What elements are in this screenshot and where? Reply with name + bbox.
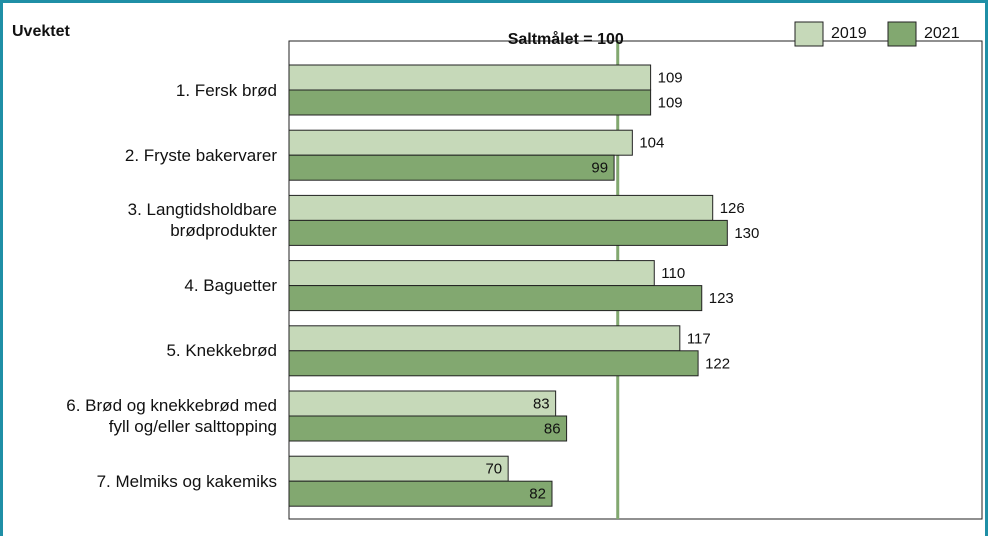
category-label: 3. Langtidsholdbare brødprodukter [0,199,277,241]
bar [288,350,699,377]
category-line: brødprodukter [170,221,277,241]
category-line: 6. Brød og knekkebrød med [66,396,277,415]
bar [288,129,633,156]
value-label: 104 [639,135,664,152]
bar [288,154,615,181]
target-label: Saltmålet = 100 [508,30,624,48]
value-label: 99 [591,160,608,177]
value-label: 82 [529,486,546,503]
bar [288,390,557,417]
bar [288,89,652,116]
bar [288,480,553,507]
value-label: 130 [734,225,759,242]
category-label: 4. Baguetter [0,275,277,296]
chart-title: Uvektet [12,23,70,40]
value-label: 126 [720,200,745,217]
category-line: 7. Melmiks og kakemiks [96,471,277,491]
value-label: 122 [705,355,730,372]
category-label: 2. Fryste bakervarer [0,145,277,166]
bar [288,455,509,482]
value-label: 70 [485,461,502,478]
value-label: 86 [544,420,561,437]
value-label: 110 [661,265,685,282]
value-label: 117 [687,330,711,347]
legend-label: 2021 [924,25,960,42]
category-line: 2. Fryste bakervarer [124,145,277,165]
legend-swatch [887,21,917,47]
value-label: 123 [709,290,734,307]
category-line: 1. Fersk brød [175,80,277,100]
legend-label: 2019 [831,25,867,42]
bar [288,325,681,352]
value-label: 109 [658,94,683,111]
bar [288,194,714,221]
category-label: 6. Brød og knekkebrød med fyll og/eller s… [0,395,277,437]
category-line: 4. Baguetter [184,276,277,296]
bar [288,260,655,287]
category-line: 3. Langtidsholdbare [127,200,277,220]
category-line: 5. Knekkebrød [166,341,277,361]
value-label: 109 [658,69,683,86]
bar [288,415,568,442]
category-label: 1. Fersk brød [0,80,277,101]
legend-swatch [794,21,824,47]
category-label: 5. Knekkebrød [0,340,277,361]
bar [288,64,652,91]
bar [288,219,728,246]
category-label: 7. Melmiks og kakemiks [0,471,277,492]
bar [288,285,703,312]
category-line: fyll og/eller salttopping [108,417,277,436]
value-label: 83 [533,395,550,412]
